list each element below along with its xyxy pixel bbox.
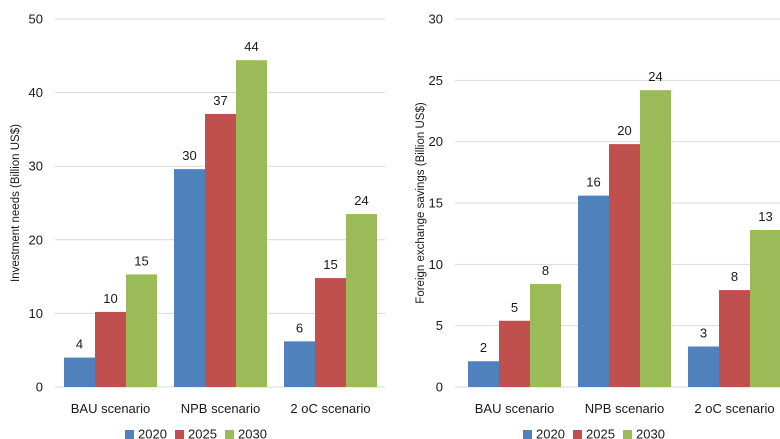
data-label: 16 [586,175,600,190]
data-label: 3 [700,326,707,341]
data-label: 8 [731,269,738,284]
bar-2020 [468,361,499,387]
bar-2020 [688,346,719,387]
y-axis-title: Investment needs (Billion US$) [10,124,22,282]
y-tick-label: 20 [29,232,43,247]
data-label: 44 [244,39,258,54]
bar-2025 [719,290,750,387]
y-tick-label: 10 [29,306,43,321]
data-label: 8 [542,263,549,278]
y-tick-label: 0 [36,380,43,395]
category-label: 2 oC scenario [694,401,774,416]
category-label: BAU scenario [71,401,150,416]
y-tick-label: 40 [29,85,43,100]
legend-swatch-2030 [225,430,234,439]
bar-2020 [174,169,205,387]
bar-2020 [64,357,95,387]
y-tick-label: 30 [29,159,43,174]
bar-2025 [499,320,530,387]
data-label: 2 [480,340,487,355]
legend-label: 2025 [188,427,217,439]
legend-label: 2020 [536,427,565,439]
legend-swatch-2020 [523,430,532,439]
bar-2025 [315,278,346,387]
category-label: NPB scenario [181,401,260,416]
legend-label: 2025 [586,427,615,439]
bar-2030 [530,283,561,387]
data-label: 24 [354,193,368,208]
legend-label: 2030 [238,427,267,439]
category-label: 2 oC scenario [290,401,370,416]
y-axis-title: Foreign exchange savings (Billion US$) [415,102,427,304]
y-tick-label: 25 [429,73,443,88]
data-label: 4 [76,337,83,352]
bar-2025 [95,311,126,387]
data-label: 24 [648,69,662,84]
y-tick-label: 50 [29,12,43,27]
data-label: 37 [213,93,227,108]
legend-swatch-2020 [125,430,134,439]
legend-swatch-2030 [623,430,632,439]
bar-2030 [750,229,780,387]
legend-label: 2030 [636,427,665,439]
y-tick-label: 30 [429,12,443,27]
y-tick-label: 10 [429,257,443,272]
bar-2030 [346,214,377,387]
data-label: 15 [134,253,148,268]
data-label: 5 [511,300,518,315]
y-tick-label: 15 [429,196,443,211]
bar-2020 [284,341,315,387]
bar-2025 [205,113,236,387]
category-label: NPB scenario [585,401,664,416]
category-label: BAU scenario [475,401,554,416]
data-label: 30 [182,148,196,163]
legend-label: 2020 [138,427,167,439]
bar-2030 [236,60,267,387]
data-label: 6 [296,320,303,335]
data-label: 13 [758,209,772,224]
y-tick-label: 20 [429,134,443,149]
legend-swatch-2025 [175,430,184,439]
legend-swatch-2025 [573,430,582,439]
y-tick-label: 5 [436,318,443,333]
y-tick-label: 0 [436,380,443,395]
data-label: 20 [617,123,631,138]
data-label: 15 [323,257,337,272]
bar-2030 [126,274,157,387]
bar-2025 [609,144,640,387]
bar-2030 [640,90,671,387]
data-label: 10 [103,291,117,306]
bar-2020 [578,195,609,387]
